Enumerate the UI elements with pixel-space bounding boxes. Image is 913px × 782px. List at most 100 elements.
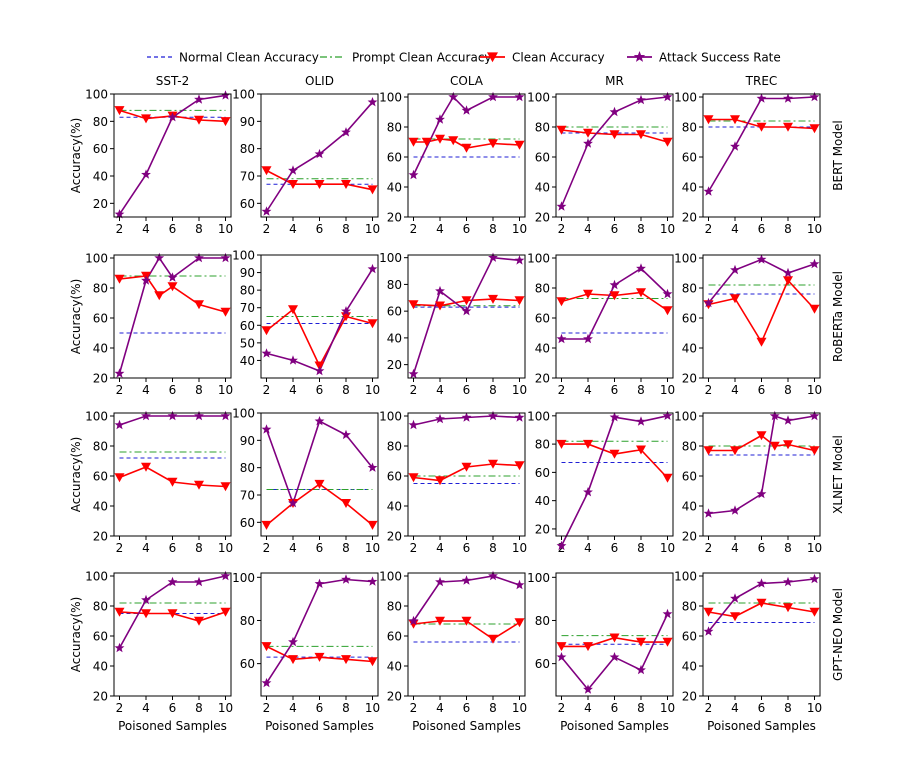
x-axis-label-3: Poisoned Samples — [560, 719, 669, 733]
y-tick-label: 20 — [682, 372, 697, 386]
attack-success-rate-series — [265, 101, 374, 212]
y-tick-label: 60 — [387, 470, 402, 484]
attack-success-rate-point — [636, 263, 646, 273]
attack-success-rate-point — [809, 91, 820, 102]
attack-success-rate-point — [556, 540, 567, 551]
panel-frame — [702, 572, 821, 697]
attack-success-rate-point — [609, 412, 620, 422]
y-tick-label: 80 — [93, 600, 108, 614]
clean-accuracy-point — [421, 137, 432, 147]
panel-frame — [555, 93, 674, 218]
clean-accuracy-point — [367, 319, 378, 329]
x-tick-label: 2 — [116, 383, 124, 397]
attack-success-rate-point — [809, 410, 820, 421]
y-tick-label: 80 — [535, 438, 550, 452]
x-tick-label: 4 — [731, 222, 739, 236]
y-tick-label: 20 — [535, 372, 550, 386]
x-tick-label: 8 — [637, 222, 645, 236]
panel-bert-cola: 2 4 6 8 10 20 40 60 80 100 — [379, 91, 527, 237]
clean-accuracy-point — [167, 609, 178, 619]
clean-accuracy-point — [756, 431, 767, 441]
attack-success-rate-point — [556, 333, 567, 344]
clean-accuracy-point — [556, 642, 567, 652]
clean-accuracy-point — [636, 288, 646, 298]
x-tick-label: 4 — [289, 541, 297, 555]
x-tick-label: 2 — [116, 701, 124, 715]
attack-success-rate-point — [730, 505, 740, 515]
y-tick-label: 40 — [535, 342, 550, 356]
y-tick-label: 60 — [535, 657, 550, 671]
attack-success-rate-point — [261, 677, 272, 688]
column-title-cola: COLA — [450, 74, 484, 88]
clean-accuracy-point — [703, 607, 714, 617]
x-tick-label: 4 — [731, 383, 739, 397]
clean-accuracy-point — [730, 612, 740, 622]
attack-success-rate-point — [556, 201, 567, 211]
x-tick-label: 10 — [218, 541, 233, 555]
y-tick-label: 20 — [682, 530, 697, 544]
x-tick-label: 10 — [218, 222, 233, 236]
y-tick-label: 20 — [682, 211, 697, 225]
column-title-mr: MR — [605, 74, 624, 88]
attack-success-rate-point — [167, 576, 178, 587]
clean-accuracy-point — [408, 619, 419, 629]
attack-success-rate-point — [488, 91, 498, 102]
x-tick-label: 10 — [807, 701, 822, 715]
legend-label: Prompt Clean Accuracy — [352, 51, 492, 65]
x-axis-label-4: Poisoned Samples — [707, 719, 816, 733]
x-tick-label: 10 — [365, 701, 380, 715]
panel-frame — [407, 254, 526, 379]
attack-success-rate-point — [261, 348, 272, 358]
panel-frame — [407, 412, 526, 537]
attack-success-rate-point — [141, 275, 151, 285]
x-tick-label: 2 — [705, 701, 713, 715]
attack-success-rate-series — [561, 267, 669, 340]
attack-success-rate-point — [314, 416, 325, 426]
x-tick-label: 8 — [342, 701, 350, 715]
attack-success-rate-point — [583, 487, 593, 497]
y-tick-label: 100 — [527, 409, 550, 423]
attack-success-rate-point — [194, 576, 204, 587]
attack-success-rate-point — [583, 333, 593, 344]
attack-success-rate-point — [514, 255, 525, 265]
attack-success-rate-series — [412, 95, 520, 176]
y-tick-label: 60 — [240, 516, 255, 530]
y-tick-label: 60 — [387, 305, 402, 319]
panel-xlnet-sst-2: 2 4 6 8 10 20 40 60 80 100 — [85, 410, 233, 556]
x-tick-label: 10 — [512, 383, 527, 397]
attack-success-rate-series — [707, 258, 815, 304]
attack-success-rate-point — [314, 578, 325, 588]
attack-success-rate-point — [514, 412, 525, 422]
panel-frame — [555, 572, 674, 697]
y-axis-label-3: Accuracy(%) — [69, 597, 83, 673]
y-tick-label: 50 — [240, 336, 255, 350]
clean-accuracy-point — [341, 655, 351, 665]
attack-success-rate-point — [167, 112, 178, 122]
y-tick-label: 80 — [240, 142, 255, 156]
panel-gpt-neo-olid: 2 4 6 8 10 60 80 100 — [232, 571, 380, 715]
y-axis-label-0: Accuracy(%) — [69, 118, 83, 194]
x-tick-label: 2 — [410, 222, 418, 236]
attack-success-rate-point — [461, 412, 472, 422]
x-tick-label: 10 — [660, 222, 675, 236]
clean-accuracy-point — [783, 603, 793, 613]
y-tick-label: 40 — [93, 660, 108, 674]
panel-bert-olid: 2 4 6 8 10 60 70 80 90 100 — [232, 88, 380, 237]
x-tick-label: 6 — [316, 383, 324, 397]
attack-success-rate-point — [809, 258, 820, 269]
attack-success-rate-point — [809, 573, 820, 584]
x-tick-label: 4 — [142, 222, 150, 236]
clean-accuracy-point — [609, 130, 620, 140]
attack-success-rate-point — [756, 254, 767, 264]
clean-accuracy-point — [194, 480, 204, 490]
attack-success-rate-point — [556, 652, 567, 662]
attack-success-rate-point — [220, 570, 231, 581]
clean-accuracy-series — [561, 443, 669, 479]
y-tick-label: 70 — [240, 301, 255, 315]
x-tick-label: 6 — [169, 383, 177, 397]
x-tick-label: 10 — [660, 541, 675, 555]
y-tick-label: 20 — [93, 372, 108, 386]
y-tick-label: 80 — [682, 440, 697, 454]
y-tick-label: 20 — [535, 522, 550, 536]
